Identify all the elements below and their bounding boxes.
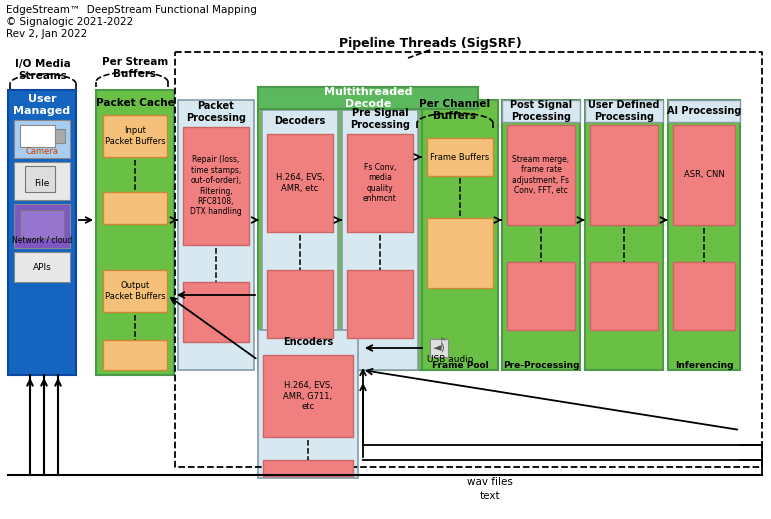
Text: APIs: APIs [32,263,52,271]
Text: ♪: ♪ [437,336,446,351]
Bar [178,100,254,370]
Bar [103,340,167,370]
Bar [263,460,353,476]
Text: Post Signal
Processing: Post Signal Processing [510,100,572,122]
Bar [585,100,663,122]
Bar [502,100,580,370]
Text: AI Processing: AI Processing [667,106,741,116]
Bar [668,100,740,370]
Bar [183,282,249,342]
Bar [668,100,740,122]
Bar [342,110,418,370]
Text: Pre-Processing: Pre-Processing [503,361,579,370]
Bar [502,100,580,122]
Text: Inferencing: Inferencing [675,361,733,370]
Text: User
Managed: User Managed [13,94,71,116]
Text: Rev 2, Jan 2022: Rev 2, Jan 2022 [6,29,87,39]
Bar [258,87,478,370]
Text: EdgeStream™  DeepStream Functional Mapping: EdgeStream™ DeepStream Functional Mappin… [6,5,257,15]
Bar [258,87,478,109]
Bar [427,138,493,176]
Bar [430,339,448,357]
Text: Per Stream
Buffers: Per Stream Buffers [102,57,168,79]
Bar [20,210,64,238]
Bar [427,218,493,288]
Text: Per Channel
Buffers: Per Channel Buffers [419,99,490,121]
Bar [347,270,413,338]
Text: User Defined
Processing: User Defined Processing [588,100,660,122]
Text: ASR, CNN: ASR, CNN [684,171,725,180]
Bar [183,127,249,245]
Text: File: File [35,179,49,187]
Bar [590,125,658,225]
Text: Network / cloud: Network / cloud [12,236,72,244]
Bar [55,129,65,143]
Text: Pipeline Threads (SigSRF): Pipeline Threads (SigSRF) [338,36,521,49]
Text: Camera: Camera [25,146,59,156]
Text: wav files: wav files [467,477,513,487]
Bar [347,134,413,232]
Bar [507,125,575,225]
Text: Packet Cache: Packet Cache [96,98,174,108]
Text: Input
Packet Buffers: Input Packet Buffers [105,126,165,146]
Text: I/O Media
Streams: I/O Media Streams [15,59,71,81]
Bar [103,115,167,157]
Text: Frame Pool: Frame Pool [432,361,488,370]
Bar [14,162,70,200]
Bar [590,262,658,330]
Text: Multithreaded
Decode: Multithreaded Decode [324,87,412,109]
Bar [673,262,735,330]
Text: Encoders: Encoders [283,337,333,347]
Bar [267,134,333,232]
Text: Frame Buffers: Frame Buffers [430,153,490,161]
Bar [263,355,353,437]
Bar [25,166,55,192]
Bar [103,192,167,224]
Bar [8,90,76,375]
Bar [585,100,663,370]
Bar [258,330,358,478]
Bar [422,100,498,370]
Text: Output
Packet Buffers: Output Packet Buffers [105,281,165,301]
Bar [507,262,575,330]
Text: © Signalogic 2021-2022: © Signalogic 2021-2022 [6,17,133,27]
Bar [103,270,167,312]
Bar [14,252,70,282]
Text: Stream merge,
frame rate
adjustment, Fs
Conv, FFT, etc: Stream merge, frame rate adjustment, Fs … [513,155,570,195]
Bar [20,125,55,147]
Text: Packet
Processing: Packet Processing [186,101,246,123]
Text: text: text [480,491,500,501]
Bar [673,125,735,225]
Bar [262,110,338,370]
Text: Repair (loss,
time stamps,
out-of-order),
Filtering,
RFC8108,
DTX handling: Repair (loss, time stamps, out-of-order)… [190,156,242,216]
Bar [14,204,70,248]
Text: H.264, EVS,
AMR, etc: H.264, EVS, AMR, etc [275,173,325,193]
Text: USB audio: USB audio [427,356,473,364]
Text: H.264, EVS,
AMR, G711,
etc: H.264, EVS, AMR, G711, etc [284,381,332,411]
Bar [14,120,70,158]
Bar [96,90,174,375]
Text: Decoders: Decoders [274,116,325,126]
Text: Pre Signal
Processing: Pre Signal Processing [350,108,410,130]
Text: Fs Conv,
media
quality
enhmcnt: Fs Conv, media quality enhmcnt [363,163,397,203]
Bar [267,270,333,338]
Text: ◄): ◄) [433,343,446,353]
